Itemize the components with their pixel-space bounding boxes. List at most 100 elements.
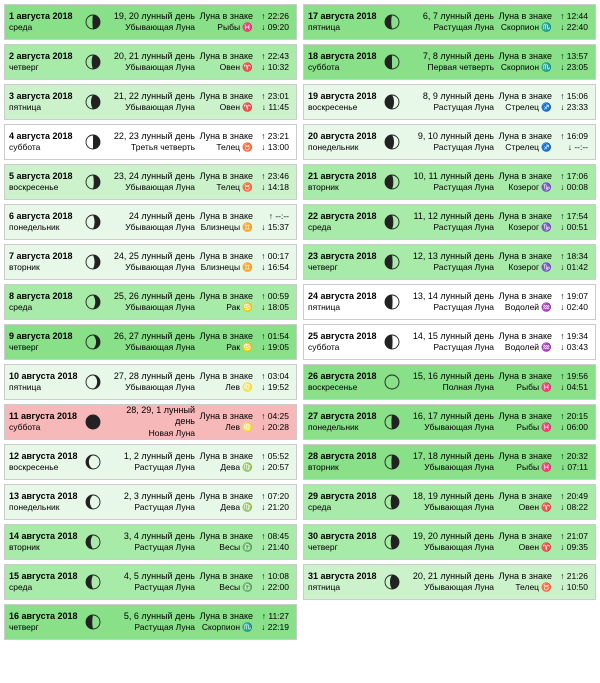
moon-phase-icon bbox=[380, 132, 404, 152]
lunar-day-row[interactable]: 24 августа 2018пятница13, 14 лунный день… bbox=[303, 284, 596, 320]
lunar-day-row[interactable]: 19 августа 2018воскресенье8, 9 лунный де… bbox=[303, 84, 596, 120]
moonrise-text: ↑ 00:59 bbox=[253, 291, 289, 302]
lunar-info: 23, 24 лунный деньУбывающая Луна bbox=[105, 171, 195, 194]
lunar-info: 6, 7 лунный деньРастущая Луна bbox=[404, 11, 494, 34]
lunar-day-row[interactable]: 28 августа 2018вторник17, 18 лунный день… bbox=[303, 444, 596, 480]
lunar-day-text: 25, 26 лунный день bbox=[105, 291, 195, 303]
moonrise-text: ↑ 23:46 bbox=[253, 171, 289, 182]
lunar-day-row[interactable]: 2 августа 2018четверг20, 21 лунный деньУ… bbox=[4, 44, 297, 80]
lunar-info: 28, 29, 1 лунный деньНовая Луна bbox=[105, 405, 195, 439]
lunar-day-row[interactable]: 12 августа 2018воскресенье1, 2 лунный де… bbox=[4, 444, 297, 480]
lunar-day-row[interactable]: 14 августа 2018вторник3, 4 лунный деньРа… bbox=[4, 524, 297, 560]
day-of-week: пятница bbox=[308, 582, 380, 593]
sign-text: Скорпион ♏ bbox=[195, 622, 253, 633]
sign-text: Телец ♉ bbox=[195, 182, 253, 193]
phase-text: Растущая Луна bbox=[105, 502, 195, 513]
day-of-week: четверг bbox=[9, 62, 81, 73]
time-info: ↑ 23:01↓ 11:45 bbox=[253, 91, 289, 113]
zodiac-info: Луна в знакеРыбы ♓ bbox=[494, 411, 552, 434]
lunar-info: 5, 6 лунный деньРастущая Луна bbox=[105, 611, 195, 634]
zodiac-info: Луна в знакеОвен ♈ bbox=[494, 531, 552, 554]
lunar-day-row[interactable]: 22 августа 2018среда11, 12 лунный деньРа… bbox=[303, 204, 596, 240]
lunar-info: 2, 3 лунный деньРастущая Луна bbox=[105, 491, 195, 514]
phase-text: Растущая Луна bbox=[404, 22, 494, 33]
lunar-day-row[interactable]: 5 августа 2018воскресенье 23, 24 лунный д… bbox=[4, 164, 297, 200]
moon-phase-icon bbox=[81, 252, 105, 272]
lunar-day-row[interactable]: 26 августа 2018воскресенье15, 16 лунный … bbox=[303, 364, 596, 400]
lunar-day-row[interactable]: 1 августа 2018среда19, 20 лунный деньУбы… bbox=[4, 4, 297, 40]
moonset-text: ↓ 02:40 bbox=[552, 302, 588, 313]
phase-text: Растущая Луна bbox=[105, 582, 195, 593]
lunar-day-row[interactable]: 9 августа 2018четверг26, 27 лунный деньУ… bbox=[4, 324, 297, 360]
lunar-day-text: 24 лунный день bbox=[105, 211, 195, 223]
moon-phase-icon bbox=[81, 12, 105, 32]
sign-label: Луна в знаке bbox=[195, 211, 253, 223]
lunar-day-text: 1, 2 лунный день bbox=[105, 451, 195, 463]
lunar-day-row[interactable]: 15 августа 2018среда4, 5 лунный деньРаст… bbox=[4, 564, 297, 600]
moon-phase-icon bbox=[380, 372, 404, 392]
sign-text: Водолей ♒ bbox=[494, 302, 552, 313]
date-cell: 2 августа 2018четверг bbox=[9, 51, 81, 74]
time-info: ↑ 20:49↓ 08:22 bbox=[552, 491, 588, 513]
date-text: 1 августа 2018 bbox=[9, 11, 81, 23]
lunar-day-row[interactable]: 11 августа 2018суббота28, 29, 1 лунный д… bbox=[4, 404, 297, 440]
left-column: 1 августа 2018среда19, 20 лунный деньУбы… bbox=[4, 4, 297, 640]
lunar-day-row[interactable]: 7 августа 2018вторник24, 25 лунный деньУ… bbox=[4, 244, 297, 280]
lunar-day-text: 4, 5 лунный день bbox=[105, 571, 195, 583]
moonrise-text: ↑ 17:54 bbox=[552, 211, 588, 222]
lunar-day-row[interactable]: 8 августа 2018среда25, 26 лунный деньУбы… bbox=[4, 284, 297, 320]
moonset-text: ↓ 09:35 bbox=[552, 542, 588, 553]
zodiac-info: Луна в знакеКозерог ♑ bbox=[494, 211, 552, 234]
lunar-day-row[interactable]: 17 августа 2018пятница6, 7 лунный деньРа… bbox=[303, 4, 596, 40]
sign-label: Луна в знаке bbox=[494, 251, 552, 263]
moonset-text: ↓ 16:54 bbox=[253, 262, 289, 273]
zodiac-info: Луна в знакеЛев ♌ bbox=[195, 371, 253, 394]
sign-text: Лев ♌ bbox=[195, 422, 253, 433]
lunar-day-text: 17, 18 лунный день bbox=[404, 451, 494, 463]
lunar-day-row[interactable]: 27 августа 2018понедельник16, 17 лунный … bbox=[303, 404, 596, 440]
moonset-text: ↓ 06:00 bbox=[552, 422, 588, 433]
lunar-day-row[interactable]: 25 августа 2018суббота14, 15 лунный день… bbox=[303, 324, 596, 360]
lunar-day-row[interactable]: 6 августа 2018понедельник24 лунный деньУ… bbox=[4, 204, 297, 240]
lunar-day-row[interactable]: 23 августа 2018четверг12, 13 лунный день… bbox=[303, 244, 596, 280]
lunar-day-row[interactable]: 3 августа 2018пятница21, 22 лунный деньУ… bbox=[4, 84, 297, 120]
moon-phase-icon bbox=[380, 492, 404, 512]
date-cell: 5 августа 2018воскресенье bbox=[9, 171, 81, 194]
zodiac-info: Луна в знакеРыбы ♓ bbox=[494, 451, 552, 474]
lunar-day-row[interactable]: 31 августа 2018пятница20, 21 лунный день… bbox=[303, 564, 596, 600]
sign-text: Весы ♎ bbox=[195, 542, 253, 553]
lunar-day-row[interactable]: 21 августа 2018вторник10, 11 лунный день… bbox=[303, 164, 596, 200]
lunar-day-row[interactable]: 29 августа 2018среда18, 19 лунный деньУб… bbox=[303, 484, 596, 520]
date-text: 16 августа 2018 bbox=[9, 611, 81, 623]
moon-phase-icon bbox=[81, 212, 105, 232]
moon-phase-icon bbox=[380, 412, 404, 432]
date-text: 31 августа 2018 bbox=[308, 571, 380, 583]
sign-label: Луна в знаке bbox=[195, 291, 253, 303]
phase-text: Растущая Луна bbox=[404, 182, 494, 193]
sign-label: Луна в знаке bbox=[195, 451, 253, 463]
zodiac-info: Луна в знакеВесы ♎ bbox=[195, 571, 253, 594]
phase-text: Убывающая Луна bbox=[105, 102, 195, 113]
date-cell: 6 августа 2018понедельник bbox=[9, 211, 81, 234]
date-text: 20 августа 2018 bbox=[308, 131, 380, 143]
date-cell: 4 августа 2018суббота bbox=[9, 131, 81, 154]
lunar-day-row[interactable]: 13 августа 2018понедельник2, 3 лунный де… bbox=[4, 484, 297, 520]
sign-label: Луна в знаке bbox=[494, 331, 552, 343]
lunar-day-row[interactable]: 20 августа 2018понедельник9, 10 лунный д… bbox=[303, 124, 596, 160]
date-text: 7 августа 2018 bbox=[9, 251, 81, 263]
sign-text: Овен ♈ bbox=[195, 62, 253, 73]
time-info: ↑ 07:20↓ 21:20 bbox=[253, 491, 289, 513]
date-text: 13 августа 2018 bbox=[9, 491, 81, 503]
sign-label: Луна в знаке bbox=[195, 371, 253, 383]
moonrise-text: ↑ 18:34 bbox=[552, 251, 588, 262]
lunar-day-row[interactable]: 10 августа 2018пятница27, 28 лунный день… bbox=[4, 364, 297, 400]
lunar-day-row[interactable]: 16 августа 2018четверг5, 6 лунный деньРа… bbox=[4, 604, 297, 640]
lunar-day-text: 24, 25 лунный день bbox=[105, 251, 195, 263]
lunar-day-row[interactable]: 4 августа 2018суббота22, 23 лунный деньТ… bbox=[4, 124, 297, 160]
sign-label: Луна в знаке bbox=[494, 531, 552, 543]
time-info: ↑ 11:27↓ 22:19 bbox=[253, 611, 289, 633]
lunar-info: 26, 27 лунный деньУбывающая Луна bbox=[105, 331, 195, 354]
lunar-info: 1, 2 лунный деньРастущая Луна bbox=[105, 451, 195, 474]
lunar-day-row[interactable]: 18 августа 2018суббота7, 8 лунный деньПе… bbox=[303, 44, 596, 80]
lunar-day-row[interactable]: 30 августа 2018четверг19, 20 лунный день… bbox=[303, 524, 596, 560]
